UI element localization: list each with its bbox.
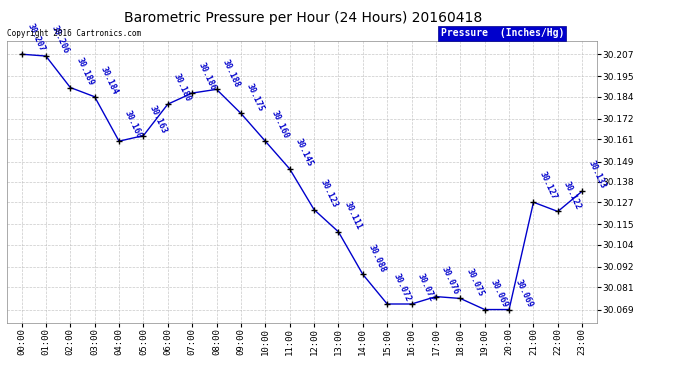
Text: 30.133: 30.133	[586, 159, 607, 190]
Text: 30.184: 30.184	[99, 65, 119, 96]
Text: 30.160: 30.160	[124, 110, 144, 140]
Text: 30.069: 30.069	[489, 278, 510, 309]
Text: 30.207: 30.207	[26, 22, 46, 53]
Text: 30.160: 30.160	[270, 110, 290, 140]
Text: 30.123: 30.123	[318, 178, 339, 209]
Text: 30.163: 30.163	[148, 104, 168, 135]
Text: Copyright 2016 Cartronics.com: Copyright 2016 Cartronics.com	[7, 30, 141, 39]
Text: 30.186: 30.186	[197, 61, 217, 92]
Text: 30.069: 30.069	[513, 278, 534, 309]
Text: 30.122: 30.122	[562, 180, 583, 211]
Text: Barometric Pressure per Hour (24 Hours) 20160418: Barometric Pressure per Hour (24 Hours) …	[124, 11, 483, 25]
Text: 30.111: 30.111	[343, 200, 364, 231]
Text: 30.175: 30.175	[245, 82, 266, 112]
Text: 30.072: 30.072	[391, 272, 412, 303]
Text: 30.127: 30.127	[538, 171, 558, 201]
Text: 30.180: 30.180	[172, 72, 193, 104]
Text: 30.088: 30.088	[367, 243, 388, 274]
Text: Pressure  (Inches/Hg): Pressure (Inches/Hg)	[440, 28, 564, 39]
Text: 30.075: 30.075	[464, 267, 485, 298]
Text: 30.188: 30.188	[221, 58, 242, 88]
Text: 30.072: 30.072	[416, 272, 437, 303]
Text: 30.145: 30.145	[294, 137, 315, 168]
Text: 30.189: 30.189	[75, 56, 95, 87]
Text: 30.076: 30.076	[440, 265, 461, 296]
Text: 30.206: 30.206	[50, 24, 71, 55]
